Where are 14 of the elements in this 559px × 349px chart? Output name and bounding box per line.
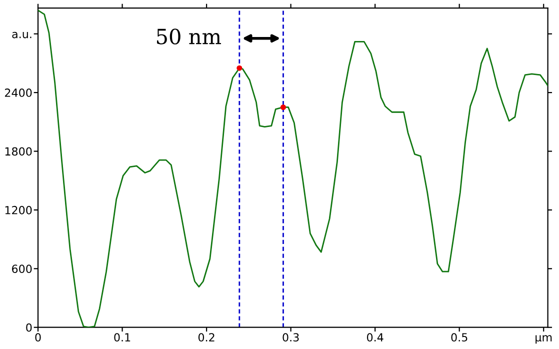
x-tick-label: 0.4: [366, 333, 384, 342]
annotation: 50 nm: [157, 28, 221, 44]
x-tick-label: 0: [35, 333, 41, 342]
x-tick-label: μm: [536, 335, 552, 344]
x-tick-label: 0.2: [198, 333, 214, 342]
y-tick-label: 2400: [4, 88, 32, 97]
x-tick-label: 0.5: [451, 333, 468, 342]
x-tick-label: 0.3: [282, 333, 299, 342]
y-tick-label: 1200: [5, 206, 32, 214]
x-tick-label: 0.1: [114, 333, 130, 342]
y-tick-label: a.u.: [12, 32, 32, 38]
y-tick-label: 0: [26, 323, 32, 332]
y-tick-label: 600: [12, 264, 32, 274]
y-tick-label: 1800: [5, 147, 32, 156]
